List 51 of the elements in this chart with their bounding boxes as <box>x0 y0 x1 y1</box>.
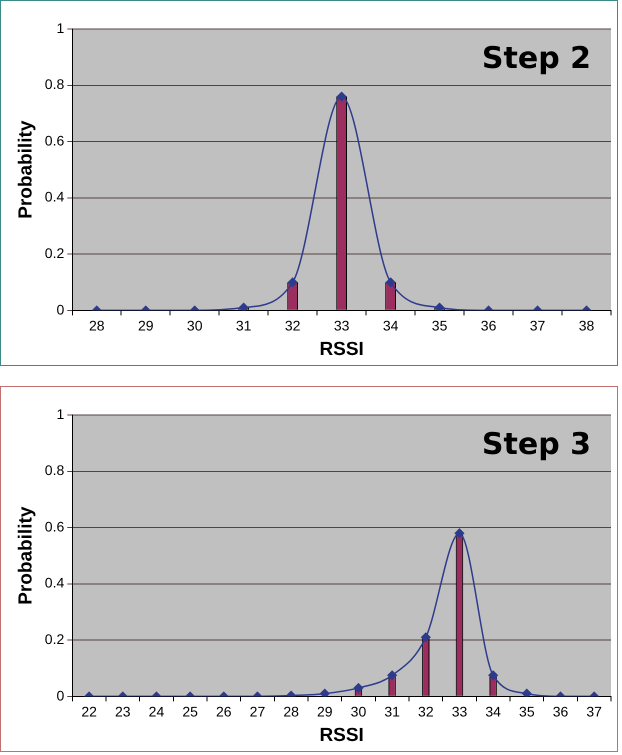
y-tick-label: 1 <box>56 20 64 36</box>
y-axis-title: Probability <box>16 120 37 219</box>
x-tick-label: 38 <box>578 318 595 334</box>
x-tick-label: 28 <box>283 704 300 720</box>
x-tick-label: 26 <box>216 704 232 720</box>
x-tick-label: 28 <box>88 318 105 334</box>
y-tick-label: 0 <box>56 687 64 704</box>
x-tick-label: 32 <box>418 704 434 720</box>
x-tick-label: 25 <box>182 704 198 720</box>
point <box>522 688 532 696</box>
y-tick-label: 1 <box>56 406 64 422</box>
x-tick-label: 31 <box>236 318 252 334</box>
y-tick-label: 0.2 <box>44 244 64 261</box>
x-axis-title: RSSI <box>319 338 364 360</box>
x-tick-label: 33 <box>452 704 468 720</box>
point <box>320 688 330 696</box>
x-tick-label: 36 <box>552 704 568 720</box>
x-tick-label: 31 <box>384 704 400 720</box>
y-tick-label: 0.2 <box>44 630 64 647</box>
x-tick-label: 33 <box>334 318 350 334</box>
point <box>336 92 346 102</box>
y-tick-label: 0.6 <box>44 132 64 148</box>
x-tick-label: 22 <box>81 704 98 720</box>
y-tick-label: 0 <box>56 301 64 318</box>
x-tick-label: 29 <box>317 704 333 720</box>
x-tick-label: 30 <box>186 318 203 334</box>
y-tick-label: 0.8 <box>44 76 64 92</box>
x-tick-label: 27 <box>250 704 266 720</box>
x-tick-label: 32 <box>284 318 301 334</box>
x-tick-label: 37 <box>586 704 602 720</box>
x-tick-label: 34 <box>485 704 502 720</box>
y-tick-label: 0.4 <box>44 574 64 591</box>
chart-title: Step 2 <box>482 40 591 76</box>
y-axis-title: Probability <box>16 506 37 605</box>
x-tick-label: 29 <box>138 318 154 334</box>
point <box>454 528 464 538</box>
chart-title: Step 3 <box>482 426 591 462</box>
y-tick-label: 0.4 <box>44 188 64 205</box>
x-tick-label: 37 <box>530 318 546 334</box>
x-tick-label: 24 <box>148 704 164 720</box>
x-tick-label: 35 <box>519 704 535 720</box>
point <box>434 302 444 310</box>
point <box>238 302 248 310</box>
x-axis-title: RSSI <box>319 724 364 746</box>
x-tick-label: 23 <box>114 704 131 720</box>
x-tick-label: 35 <box>432 318 448 334</box>
y-tick-label: 0.6 <box>44 518 64 534</box>
x-tick-label: 30 <box>350 704 366 720</box>
x-tick-label: 36 <box>480 318 497 334</box>
y-tick-label: 0.8 <box>44 462 64 478</box>
x-tick-label: 34 <box>382 318 399 334</box>
